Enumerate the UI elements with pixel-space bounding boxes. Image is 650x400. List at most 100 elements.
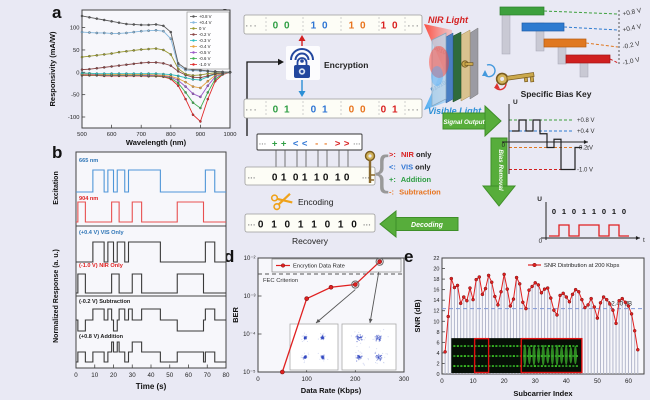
arrow-down-icon xyxy=(298,80,306,97)
encryption-icon xyxy=(286,46,320,80)
svg-text:(-0.2 V) Subtraction: (-0.2 V) Subtraction xyxy=(79,299,131,305)
svg-text:20: 20 xyxy=(110,372,117,379)
svg-text:1: 1 xyxy=(562,207,566,216)
panel-b-label: b xyxy=(52,143,63,162)
svg-text:16: 16 xyxy=(433,288,439,294)
svg-text:100: 100 xyxy=(70,26,80,32)
specific-bias-key-label: Specific Bias Key xyxy=(521,89,592,99)
bias-key-icon xyxy=(495,72,535,86)
svg-text:0: 0 xyxy=(602,207,606,216)
svg-text:-0.4 V: -0.4 V xyxy=(199,44,211,49)
scissors-icon xyxy=(270,192,293,211)
inserted-key-icon xyxy=(461,60,474,68)
svg-text:100: 100 xyxy=(302,376,313,383)
svg-text:30: 30 xyxy=(532,378,539,385)
svg-text:+0.8 V: +0.8 V xyxy=(199,14,212,19)
bias-label-3: -0.2 V xyxy=(622,40,641,51)
svg-text:+: Addition: +: Addition xyxy=(389,175,432,184)
svg-text:-1.0 V: -1.0 V xyxy=(577,168,593,174)
svg-text:0: 0 xyxy=(552,207,556,216)
svg-text:+0.4 V: +0.4 V xyxy=(199,20,212,25)
svg-text:-0.3 V: -0.3 V xyxy=(199,38,211,43)
svg-text:1: 1 xyxy=(592,207,596,216)
svg-text:BER: BER xyxy=(231,307,240,323)
panel-d-chart: 0 100 200 300 10⁻² 10⁻³ 10⁻⁴ 10⁻⁵ Data Rate (Kbp… xyxy=(231,256,410,395)
svg-text:0: 0 xyxy=(622,207,626,216)
svg-text:20: 20 xyxy=(501,378,508,385)
svg-text:70: 70 xyxy=(204,372,211,379)
signal-output-plot: +0.8 V +0.4 V -0.2 V -1.0 V U 0 t xyxy=(502,99,595,174)
bias-bar-plus08 xyxy=(499,6,545,16)
svg-text:300: 300 xyxy=(399,376,410,383)
svg-text:<: VIS only: <: VIS only xyxy=(389,163,431,172)
bias-removal-arrow: Bias Removal xyxy=(481,137,517,207)
svg-text:··· 0 1 0 1: ··· 0 1 0 1 0 0 0 1 ··· xyxy=(246,105,421,116)
bias-label-2: +0.4 V xyxy=(622,23,643,34)
svg-text:800: 800 xyxy=(166,132,176,138)
svg-text:200: 200 xyxy=(350,376,361,383)
svg-text:(-1.0 V) NIR Only: (-1.0 V) NIR Only xyxy=(79,263,124,269)
panel-e-label: e xyxy=(404,247,414,266)
operator-strip: ··· + + < < - - > > ··· xyxy=(256,133,363,167)
svg-text:10⁻²: 10⁻² xyxy=(244,256,256,262)
encoding-label: Encoding xyxy=(298,197,334,207)
svg-text:>: NIR only: >: NIR only xyxy=(389,150,432,159)
svg-text:0: 0 xyxy=(440,378,444,385)
nir-bit-strip: ··· 0 0 1 0 1 0 1 0 ··· xyxy=(243,14,423,35)
svg-text:Bias Removal: Bias Removal xyxy=(497,149,504,191)
svg-text:8: 8 xyxy=(436,330,439,336)
bias-bar-plus04 xyxy=(521,22,565,32)
svg-text:Subcarrier Index: Subcarrier Index xyxy=(513,389,573,398)
nir-spot xyxy=(429,46,449,78)
svg-text:500: 500 xyxy=(77,132,87,138)
svg-text:10⁻⁴: 10⁻⁴ xyxy=(243,331,256,338)
svg-text:0: 0 xyxy=(256,376,260,383)
svg-text:-1.0 V: -1.0 V xyxy=(199,62,211,67)
svg-text:t: t xyxy=(643,237,645,244)
svg-text:4: 4 xyxy=(436,351,439,357)
svg-text:0: 0 xyxy=(74,372,78,379)
svg-text:0: 0 xyxy=(436,372,439,378)
svg-text:Responsivity (mA/W): Responsivity (mA/W) xyxy=(48,31,57,107)
svg-text:··· 0 1: ··· 0 1 0 1 1 0 1 0 ··· xyxy=(248,173,370,184)
svg-text:Signal Output: Signal Output xyxy=(443,119,485,126)
svg-text:(+0.8 V) Addition: (+0.8 V) Addition xyxy=(79,334,124,340)
svg-text:0: 0 xyxy=(539,239,543,245)
svg-text:SNR Distribution at 200 Kbps: SNR Distribution at 200 Kbps xyxy=(544,263,619,269)
svg-text:60: 60 xyxy=(185,372,192,379)
svg-text:700: 700 xyxy=(136,132,146,138)
nir-light-label: NIR Light xyxy=(428,15,469,25)
svg-text:20: 20 xyxy=(433,267,439,273)
svg-text:FEC Criterion: FEC Criterion xyxy=(263,278,298,284)
svg-text:6: 6 xyxy=(436,340,439,346)
bias-label-4: -1.0 V xyxy=(622,56,641,67)
bias-bar-minus10 xyxy=(565,54,611,64)
svg-text:1: 1 xyxy=(612,207,616,216)
svg-text:(+0.4 V) VIS Only: (+0.4 V) VIS Only xyxy=(79,230,124,236)
svg-text:60: 60 xyxy=(625,378,632,385)
svg-text:-0.2 V: -0.2 V xyxy=(577,146,593,152)
svg-text:SNR (dB): SNR (dB) xyxy=(413,299,422,332)
vis-bit-strip: ··· 0 1 0 1 0 0 0 1 ··· xyxy=(243,98,423,119)
svg-text:Data Rate (Kbps): Data Rate (Kbps) xyxy=(301,386,362,395)
legend-key-icon xyxy=(364,150,376,183)
svg-text:665 nm: 665 nm xyxy=(79,158,98,164)
panel-e-chart: 0 10 20 30 40 50 60 0 2 4 6 8 10 12 14 16 18 20 22 Subcarri… xyxy=(413,256,645,398)
svg-text:14: 14 xyxy=(433,298,439,304)
signal-output-arrow: Signal Output xyxy=(442,104,502,138)
svg-text:··· + +: ··· + + < < - - > > ··· xyxy=(259,139,361,150)
svg-text:-: Subtraction: -: Subtraction xyxy=(389,188,441,197)
svg-text:0: 0 xyxy=(572,207,576,216)
svg-text:-100: -100 xyxy=(68,115,80,121)
panel-a-chart: 500 600 700 800 900 1000 -100 -50 0 50 100 Waveleng… xyxy=(48,9,236,147)
svg-text:40: 40 xyxy=(148,372,155,379)
svg-text:12: 12 xyxy=(433,309,439,315)
svg-text:0: 0 xyxy=(76,70,79,76)
encryption-label: Encryption xyxy=(324,60,368,70)
recovered-bits-plot: U0 t0 1 0 1 1 0 1 0 xyxy=(537,196,645,245)
svg-text:904 nm: 904 nm xyxy=(79,196,98,202)
svg-text:Normalized Response (a. u.): Normalized Response (a. u.) xyxy=(53,249,60,343)
svg-text:18: 18 xyxy=(433,277,439,283)
svg-text:22: 22 xyxy=(433,256,439,262)
